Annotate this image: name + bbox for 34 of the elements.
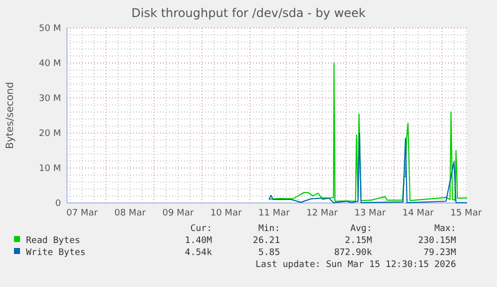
y-tick-label: 20 M (38, 128, 61, 139)
text: 79.23M (423, 248, 457, 258)
text: 5.85 (258, 248, 280, 258)
x-tick-label: 11 Mar (258, 208, 290, 218)
x-tick-label: 09 Mar (162, 208, 194, 218)
x-tick-label: 13 Mar (354, 208, 386, 218)
y-tick-label: 30 M (38, 94, 61, 104)
y-tick-label: 50 M (38, 24, 61, 34)
y-axis-title: Bytes/second (5, 82, 16, 150)
text: 872.90k (334, 248, 373, 258)
text: 230.15M (418, 236, 457, 246)
y-tick-label: 0 (55, 198, 62, 209)
x-tick-label: 15 Mar (450, 208, 482, 218)
legend-label: Read Bytes (26, 236, 80, 246)
text: Last update: Sun Mar 15 12:30:15 2026 (256, 260, 456, 270)
text: Min: (258, 224, 280, 234)
text: Cur: (190, 224, 212, 234)
x-tick-label: 08 Mar (114, 208, 146, 218)
chart-title: Disk throughput for /dev/sda - by week (131, 6, 366, 20)
text: 26.21 (252, 236, 280, 246)
x-tick-label: 14 Mar (402, 208, 434, 218)
x-tick-label: 12 Mar (306, 208, 338, 218)
line-series (268, 132, 468, 204)
legend-label: Write Bytes (26, 248, 86, 258)
text: 1.40M (184, 236, 213, 246)
text: Avg: (350, 224, 372, 234)
line-series (268, 62, 468, 202)
text: 2.15M (344, 236, 373, 246)
x-tick-label: 07 Mar (66, 208, 98, 218)
text: Max: (434, 224, 456, 234)
text: 4.54k (184, 248, 213, 258)
x-tick-label: 10 Mar (210, 208, 242, 218)
y-tick-label: 40 M (38, 58, 61, 69)
y-tick-label: 10 M (38, 164, 61, 174)
